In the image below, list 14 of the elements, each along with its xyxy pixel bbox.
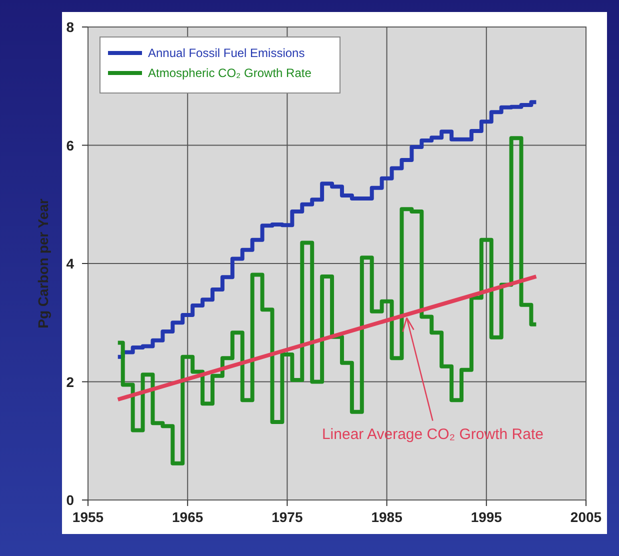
y-axis-title: Pg Carbon per Year	[35, 198, 51, 328]
y-tick-label: 6	[66, 137, 74, 154]
y-tick-label: 4	[66, 256, 74, 272]
x-tick-label: 1955	[72, 509, 104, 525]
x-tick-label: 1965	[172, 509, 204, 525]
x-tick-label: 1985	[371, 509, 403, 525]
y-tick-label: 8	[66, 19, 74, 35]
x-tick-label: 2005	[570, 509, 602, 525]
x-tick-label: 1975	[272, 509, 303, 525]
legend-label: Atmospheric CO₂ Growth Rate	[148, 66, 312, 80]
x-tick-label: 1995	[470, 509, 502, 525]
legend-label: Annual Fossil Fuel Emissions	[148, 46, 305, 60]
y-tick-label: 0	[66, 492, 74, 508]
y-tick-label: 2	[66, 374, 74, 390]
